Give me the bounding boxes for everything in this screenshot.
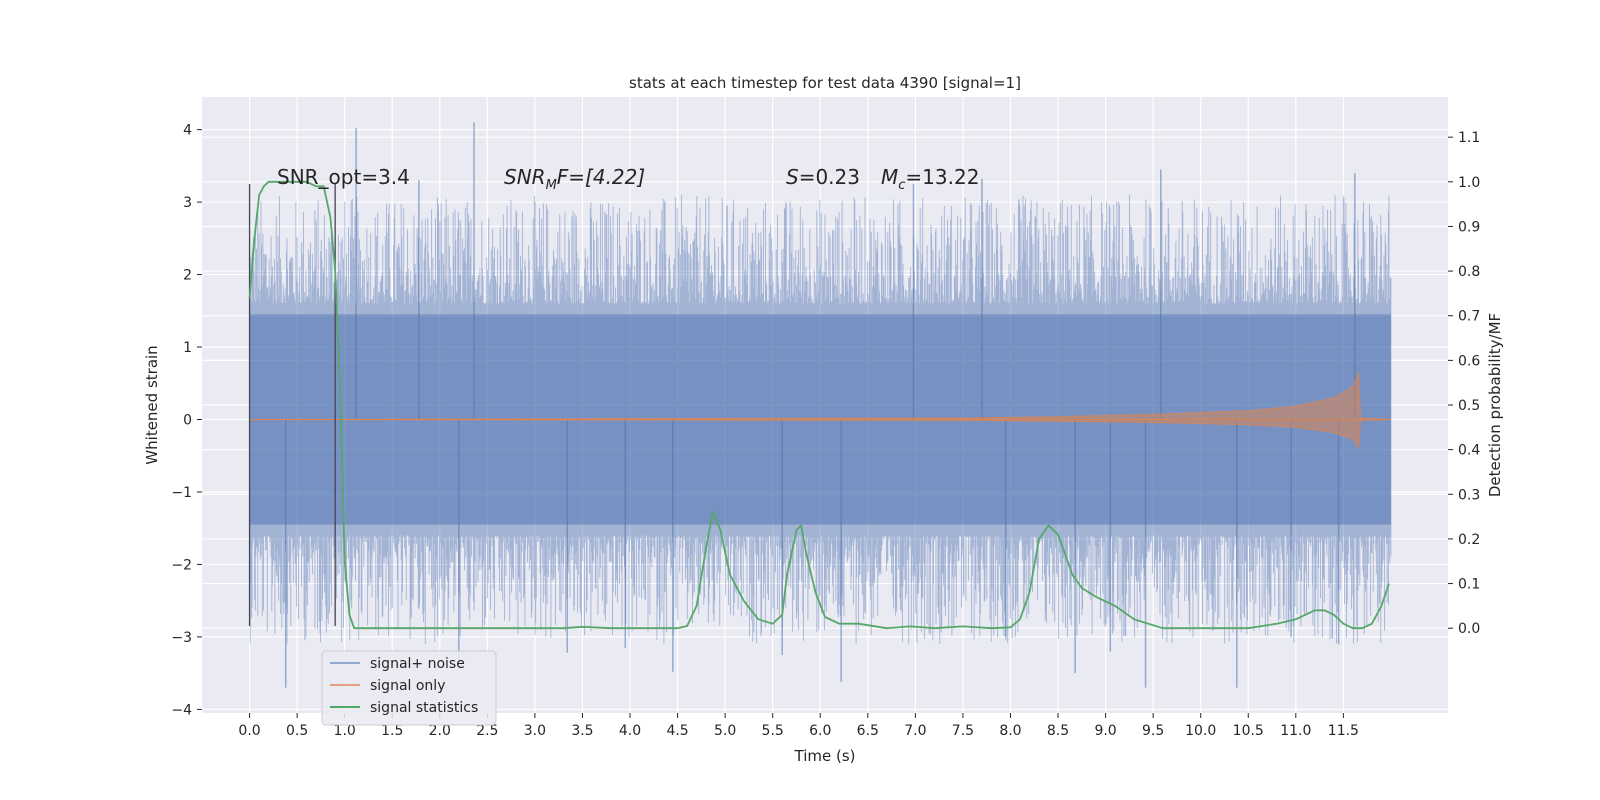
y-left-tick-label: −3: [171, 630, 192, 646]
x-tick-label: 5.5: [762, 723, 784, 739]
annotation-s: S=0.23: [786, 165, 860, 189]
y-left-tick-label: 3: [183, 195, 192, 211]
x-tick-label: 2.0: [429, 723, 451, 739]
x-tick-label: 5.0: [714, 723, 736, 739]
y-right-tick-label: 0.4: [1458, 443, 1480, 459]
y-right-tick-label: 0.9: [1458, 219, 1480, 235]
y-left-tick-label: 4: [183, 123, 192, 139]
x-tick-label: 1.0: [334, 723, 356, 739]
x-axis-label: Time (s): [794, 747, 856, 765]
x-tick-label: 11.5: [1328, 723, 1359, 739]
x-tick-label: 10.0: [1185, 723, 1216, 739]
y-right-tick-label: 0.8: [1458, 264, 1480, 280]
legend-box: [321, 650, 497, 726]
annotation-snr-mf-rest: F=[4.22]: [557, 165, 645, 189]
y-right-tick-label: 0.6: [1458, 353, 1480, 369]
y-left-tick-label: −2: [171, 557, 192, 573]
y-right-tick-label: 0.2: [1458, 532, 1480, 548]
annotations: SNR_opt=3.4 SNRMF=[4.22] S=0.23 Mc=13.22: [277, 165, 979, 193]
x-tick-label: 11.0: [1280, 723, 1311, 739]
x-tick-label: 9.0: [1094, 723, 1116, 739]
vertical-markers: [248, 183, 336, 627]
annotation-mc: Mc=13.22: [881, 165, 979, 193]
y-right-tick-label: 0.7: [1458, 309, 1480, 325]
x-tick-label: 0.0: [238, 723, 260, 739]
annotation-snr-opt: SNR_opt=3.4: [277, 165, 410, 189]
y-axis-label-right: Detection probability/MF: [1486, 313, 1504, 497]
x-tick-label: 4.5: [666, 723, 688, 739]
x-tick-label: 8.0: [999, 723, 1021, 739]
y-left-tick-label: 1: [183, 340, 192, 356]
x-tick-label: 9.5: [1142, 723, 1164, 739]
y-right-tick-label: 0.5: [1458, 398, 1480, 414]
axes: 0.0 0.5 1.0 1.5 2.0 2.5 3.0 3.5 4.0 4.5 5.0 5.5 6.0 6…: [171, 123, 1480, 739]
x-tick-label: 6.5: [857, 723, 879, 739]
y-right-tick-label: 1.1: [1458, 130, 1480, 146]
annotation-s-main: S: [786, 165, 799, 189]
x-tick-label: 8.5: [1047, 723, 1069, 739]
legend-label-signal-only: signal only: [370, 678, 445, 694]
x-tick-label: 7.0: [904, 723, 926, 739]
y-left-tick-label: 2: [183, 268, 192, 284]
annotation-s-rest: =0.23: [799, 165, 860, 189]
annotation-snr-mf-rest-text: F=[4.22]: [557, 165, 645, 189]
legend-label-signal-statistics: signal statistics: [370, 700, 478, 716]
y-right-tick-label: 1.0: [1458, 175, 1480, 191]
x-tick-label: 3.0: [524, 723, 546, 739]
y-right-tick-label: 0.3: [1458, 487, 1480, 503]
annotation-snr-mf-sub: M: [546, 178, 557, 193]
series-signal-only: [249, 372, 1391, 450]
x-tick-label: 10.5: [1233, 723, 1264, 739]
y-left-tick-label: 0: [183, 412, 192, 428]
x-tick-label: 1.5: [381, 723, 403, 739]
signal-statistics-line: [248, 180, 1390, 630]
y-right-tick-label: 0.0: [1458, 621, 1480, 637]
series-signal-statistics: [248, 180, 1390, 630]
legend: signal+ noise signal only signal statist…: [321, 650, 497, 726]
x-tick-label: 0.5: [286, 723, 308, 739]
annotation-snr-mf-main: SNR: [504, 165, 546, 189]
x-tick-label: 2.5: [476, 723, 498, 739]
x-tick-label: 4.0: [619, 723, 641, 739]
chart-title: stats at each timestep for test data 439…: [629, 74, 1021, 92]
annotation-mc-main: M: [881, 165, 898, 189]
y-left-tick-label: −4: [171, 702, 192, 718]
annotation-mc-rest: =13.22: [905, 165, 979, 189]
annotation-snr-mf: SNRMF=[4.22]: [504, 165, 645, 193]
y-right-tick-label: 0.1: [1458, 577, 1480, 593]
x-tick-label: 7.5: [952, 723, 974, 739]
annotation-mc-sub: c: [898, 178, 905, 193]
legend-label-signal-plus-noise: signal+ noise: [370, 656, 465, 672]
y-left-tick-label: −1: [171, 485, 192, 501]
x-tick-label: 6.0: [809, 723, 831, 739]
y-axis-label-left: Whitened strain: [143, 345, 161, 464]
x-tick-label: 3.5: [571, 723, 593, 739]
